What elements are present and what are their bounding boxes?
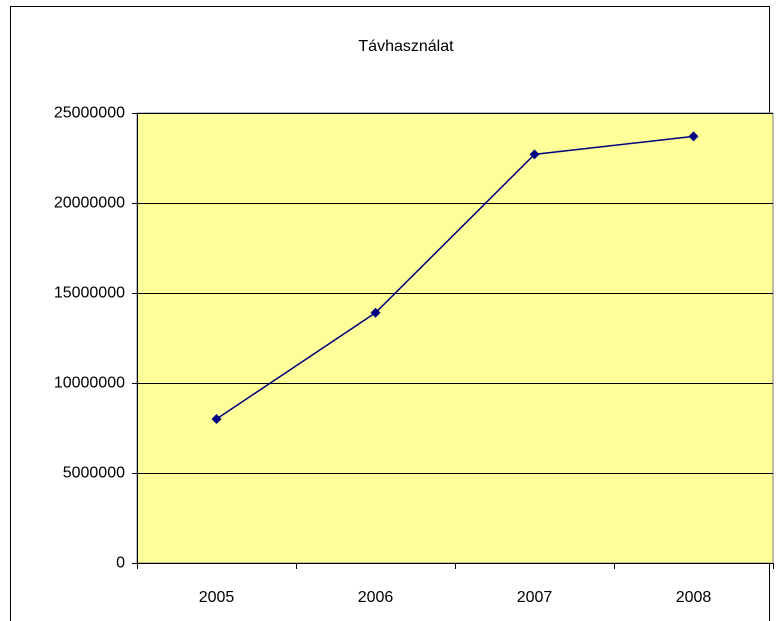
y-tick-label: 0 — [116, 555, 125, 572]
x-tick-label: 2006 — [358, 589, 394, 606]
y-tick-label: 5000000 — [63, 465, 125, 482]
data-point — [211, 414, 222, 424]
x-tick-label: 2007 — [517, 589, 553, 606]
y-tick-label: 15000000 — [54, 285, 125, 302]
data-point — [370, 307, 381, 318]
series-line — [216, 135, 694, 420]
x-tick-label: 2008 — [676, 589, 712, 606]
chart-title: Távhasználat — [358, 38, 454, 55]
x-tick-label: 2005 — [199, 589, 235, 606]
y-tick-label: 10000000 — [54, 375, 125, 392]
y-tick-label: 25000000 — [54, 105, 125, 122]
data-point — [688, 131, 699, 142]
plot-area — [136, 112, 774, 564]
y-tick-label: 20000000 — [54, 195, 125, 212]
data-point — [529, 149, 540, 160]
